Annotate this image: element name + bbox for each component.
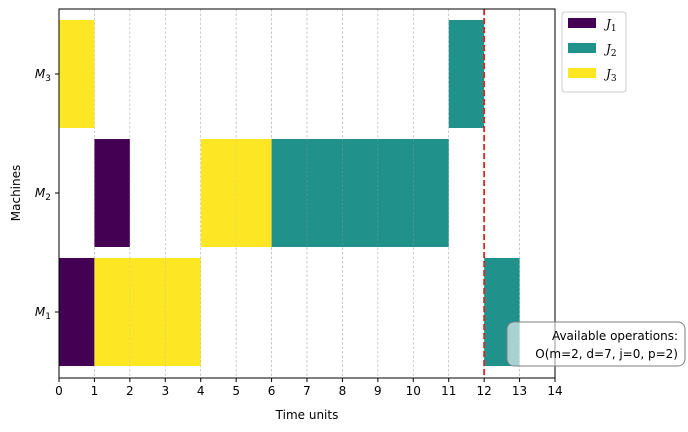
- x-axis-ticks: 0 1 2 3 4 5 6 7 8 9 10 11 12 13 14: [55, 378, 563, 398]
- legend-label-J3: J3: [603, 67, 617, 84]
- y-axis-ticks: M1 M2 M3: [35, 67, 59, 322]
- task-bar-M1-J3: [94, 258, 201, 366]
- x-tick-label: 3: [161, 384, 169, 398]
- x-tick-label: 5: [232, 384, 240, 398]
- x-tick-label: 10: [406, 384, 421, 398]
- x-tick-label: 2: [126, 384, 134, 398]
- x-axis-title: Time units: [275, 408, 339, 422]
- task-bar-M2-J3: [200, 139, 272, 247]
- task-bar-M2-J2: [271, 139, 449, 247]
- legend: J1 J2 J3: [561, 11, 627, 93]
- task-bars: [59, 20, 520, 366]
- annotation-box: [506, 321, 686, 367]
- x-tick-label: 4: [197, 384, 205, 398]
- legend-label-J1: J1: [603, 17, 617, 34]
- x-tick-label: 1: [91, 384, 99, 398]
- x-tick-label: 6: [268, 384, 276, 398]
- x-tick-label: 9: [374, 384, 382, 398]
- annotation-line-2: O(m=2, d=7, j=0, p=2): [535, 347, 678, 361]
- x-tick-label: 0: [55, 384, 63, 398]
- y-axis-title: Machines: [9, 165, 23, 221]
- x-tick-label: 7: [303, 384, 311, 398]
- available-operations-annotation: Available operations: O(m=2, d=7, j=0, p…: [506, 321, 686, 367]
- y-tick-label-M1: M1: [35, 305, 51, 322]
- annotation-line-1: Available operations:: [552, 329, 678, 343]
- legend-swatch-J2: [568, 43, 596, 53]
- task-bar-M3-J2: [448, 20, 485, 128]
- task-bar-M3-J3: [59, 20, 95, 128]
- x-tick-label: 11: [441, 384, 456, 398]
- x-tick-label: 13: [512, 384, 527, 398]
- x-tick-label: 14: [547, 384, 562, 398]
- legend-swatch-J3: [568, 68, 596, 78]
- y-tick-label-M3: M3: [35, 67, 51, 84]
- legend-swatch-J1: [568, 18, 596, 28]
- x-tick-label: 12: [477, 384, 492, 398]
- task-bar-M2-J1: [94, 139, 130, 247]
- y-tick-label-M2: M2: [35, 186, 51, 203]
- legend-label-J2: J2: [603, 42, 617, 59]
- x-tick-label: 8: [339, 384, 347, 398]
- task-bar-M1-J1: [59, 258, 95, 366]
